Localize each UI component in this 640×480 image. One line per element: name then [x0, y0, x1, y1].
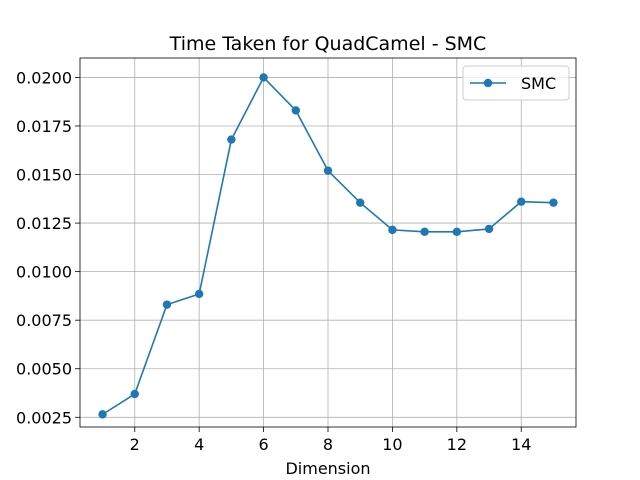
- data-point: [227, 135, 236, 144]
- data-point: [162, 300, 172, 309]
- data-point: [291, 106, 300, 115]
- x-tick-label: 8: [323, 435, 333, 454]
- data-point: [517, 197, 526, 206]
- x-tick-label: 4: [194, 435, 204, 454]
- x-tick-label: 6: [258, 435, 268, 454]
- y-tick-label: 0.0125: [16, 214, 72, 233]
- y-tick-label: 0.0175: [16, 117, 72, 136]
- data-point: [420, 227, 429, 237]
- x-axis-label: Dimension: [285, 459, 370, 478]
- data-point: [356, 198, 365, 207]
- x-tick-label: 10: [382, 435, 402, 454]
- y-tick-label: 0.0050: [16, 360, 72, 379]
- legend: SMC: [462, 65, 570, 101]
- y-tick-label: 0.0200: [16, 68, 72, 87]
- data-point: [130, 389, 139, 399]
- data-point: [98, 410, 107, 419]
- axis-ticks: 2 4 6 8 10 12 14 0.0025 0.0050 0.0075 0.0100 0.0125…: [16, 68, 531, 454]
- series-layer: [98, 73, 558, 419]
- x-tick-label: 14: [511, 435, 531, 454]
- legend-marker: [483, 78, 493, 88]
- legend-label: SMC: [521, 74, 556, 93]
- data-point: [549, 198, 558, 207]
- data-point: [194, 289, 204, 299]
- x-tick-label: 12: [447, 435, 467, 454]
- chart-title: Time Taken for QuadCamel - SMC: [169, 33, 487, 55]
- x-tick-label: 2: [130, 435, 140, 454]
- y-tick-label: 0.0075: [16, 311, 72, 330]
- data-point: [259, 73, 268, 82]
- y-tick-label: 0.0025: [16, 408, 72, 427]
- y-tick-label: 0.0150: [16, 166, 72, 185]
- grid: [80, 58, 576, 427]
- data-point: [323, 166, 333, 175]
- y-tick-label: 0.0100: [16, 263, 72, 282]
- legend-box: [462, 65, 570, 101]
- data-point: [484, 224, 494, 234]
- data-point: [452, 227, 462, 237]
- data-point: [388, 225, 397, 235]
